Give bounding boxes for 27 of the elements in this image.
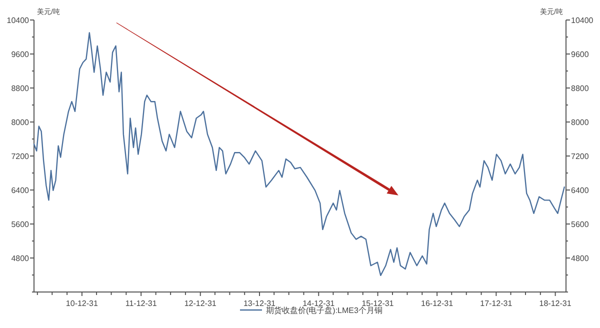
legend-label: 期货收盘价(电子盘):LME3个月铜 — [266, 306, 382, 315]
x-tick-label: 17-12-31 — [480, 299, 513, 308]
y-tick-label: 8800 — [11, 84, 30, 93]
x-tick-label: 16-12-31 — [421, 299, 454, 308]
x-tick-label: 11-12-31 — [125, 299, 158, 308]
y2-tick-label: 10400 — [571, 16, 594, 25]
y-tick-label: 8000 — [11, 118, 30, 127]
x-tick-label: 10-12-31 — [66, 299, 99, 308]
y2-tick-label: 7200 — [571, 152, 590, 161]
y-tick-label: 4800 — [11, 254, 30, 263]
y-tick-label: 5600 — [11, 220, 30, 229]
y-tick-label: 10400 — [6, 16, 30, 25]
y2-tick-label: 4800 — [571, 254, 590, 263]
y2-tick-label: 6400 — [571, 186, 590, 195]
y2-tick-label: 9600 — [571, 50, 590, 59]
x-tick-label: 15-12-31 — [362, 299, 394, 308]
y-tick-label: 7200 — [11, 152, 30, 161]
y2-tick-label: 5600 — [571, 220, 590, 229]
y2-tick-label: 8800 — [571, 84, 590, 93]
x-tick-label: 14-12-31 — [302, 299, 336, 308]
y2-tick-label: 8000 — [571, 118, 590, 127]
y-tick-label: 9600 — [11, 50, 30, 59]
x-tick-label: 13-12-31 — [243, 299, 276, 308]
x-tick-label: 18-12-31 — [539, 299, 572, 308]
y-tick-label: 6400 — [11, 186, 30, 195]
x-tick-label: 12-12-31 — [184, 299, 217, 308]
line-series — [33, 32, 565, 276]
